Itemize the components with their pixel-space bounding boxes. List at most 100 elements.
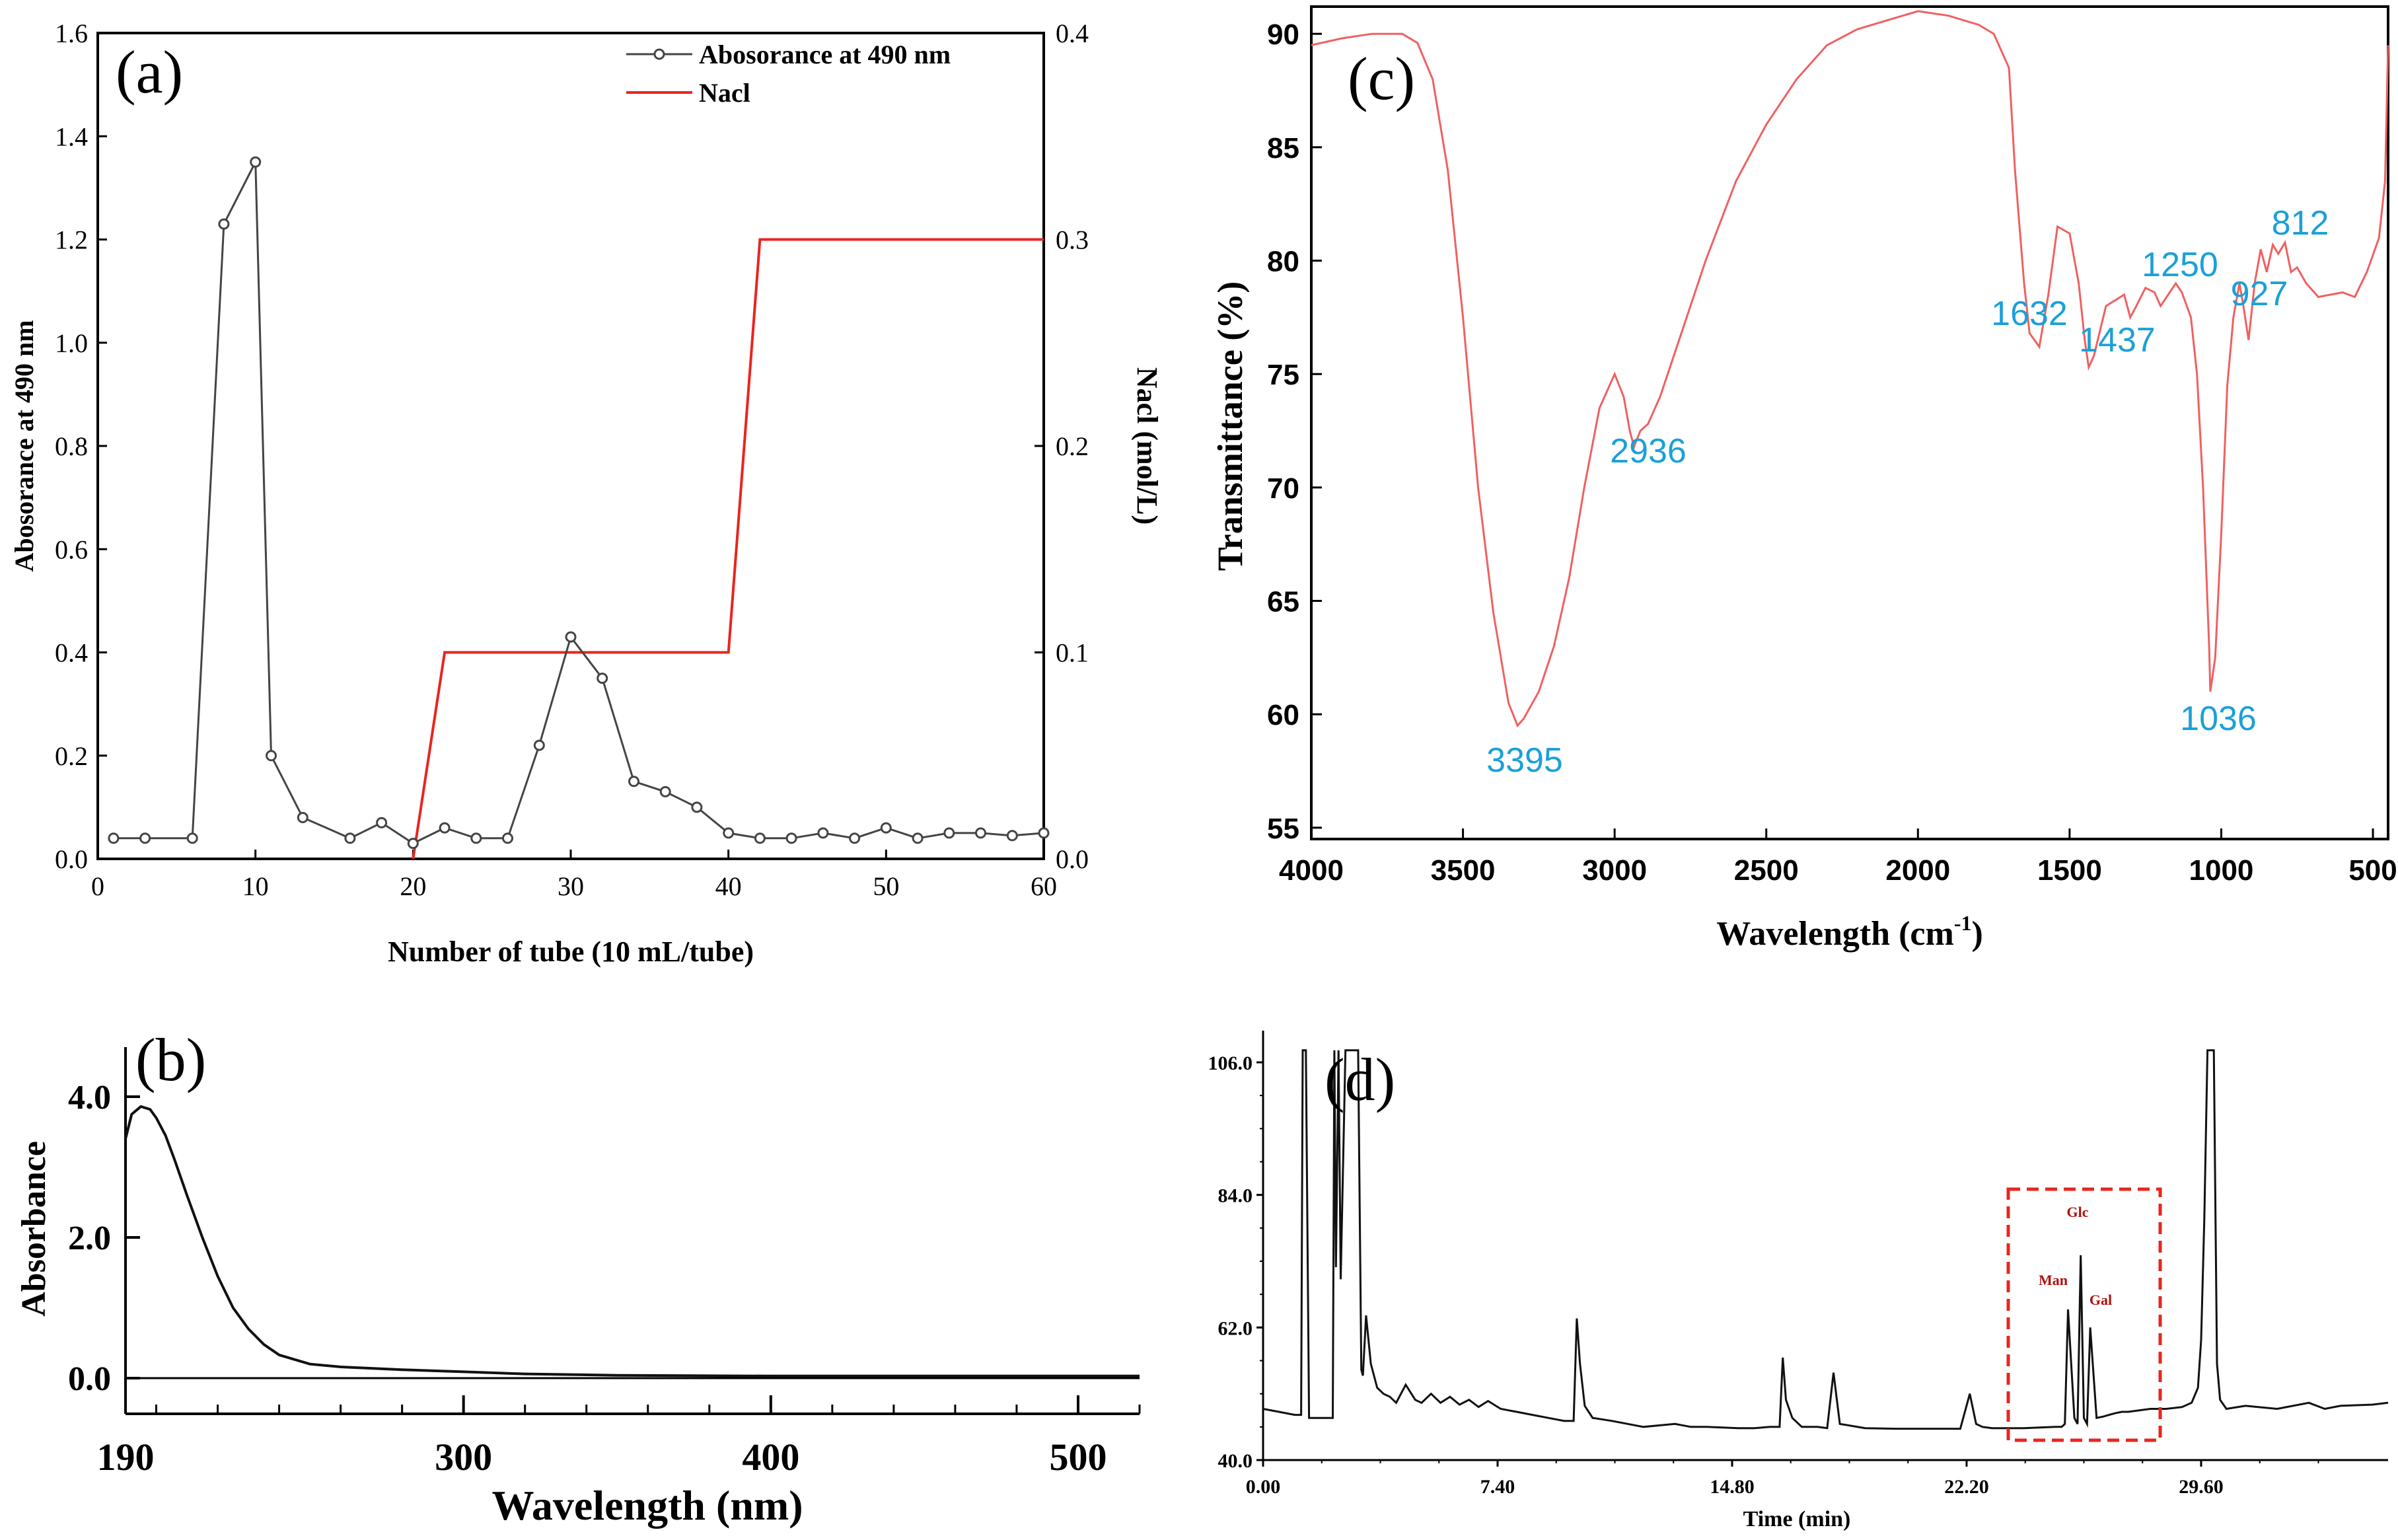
data-point xyxy=(880,822,892,834)
y2-tick-label: 0.0 xyxy=(1056,844,1089,874)
legend-marker-absorbance xyxy=(653,48,665,60)
box-label-gal: Gal xyxy=(2089,1292,2112,1308)
panel-c-series xyxy=(1311,10,2389,728)
series-line-chromatogram xyxy=(1262,1049,2389,1430)
panel-a-y2-ticks: 0.0 0.1 0.2 0.3 0.4 xyxy=(1035,18,1089,874)
data-point xyxy=(218,218,230,230)
y-tick-label: 0.0 xyxy=(55,844,88,874)
legend-label-nacl: Nacl xyxy=(699,78,750,108)
peak-label: 1632 xyxy=(1991,295,2068,333)
data-point xyxy=(1006,830,1018,842)
y-tick-label: 1.2 xyxy=(55,225,88,255)
y-tick-label: 0.0 xyxy=(68,1360,111,1398)
y-tick-label: 1.6 xyxy=(55,18,88,48)
data-point xyxy=(266,750,277,762)
y-tick-label: 65 xyxy=(1267,586,1299,618)
series-line-uv xyxy=(124,1105,1140,1377)
peak-label: 812 xyxy=(2272,204,2329,242)
panel-b-label: (b) xyxy=(135,1026,206,1093)
x-tick-label: 190 xyxy=(97,1436,155,1479)
y-tick-label: 0.2 xyxy=(55,741,88,771)
data-point xyxy=(470,832,482,844)
panel-c-xlabel-main: Wavelength (cm xyxy=(1716,915,1954,953)
y-tick-label: 0.4 xyxy=(55,638,88,668)
panel-c-ylabel: Transmittance (%) xyxy=(1210,281,1250,571)
data-point xyxy=(344,832,356,844)
x-tick-label: 3000 xyxy=(1582,854,1647,887)
peak-label: 3395 xyxy=(1486,741,1563,780)
box-label-man: Man xyxy=(2039,1272,2068,1288)
data-point xyxy=(785,832,797,844)
y-tick-label: 0.8 xyxy=(55,431,88,461)
y-tick-label: 60 xyxy=(1267,699,1299,731)
y-tick-label: 80 xyxy=(1267,246,1299,278)
y-tick-label: 0.6 xyxy=(55,534,88,564)
data-point xyxy=(407,838,419,850)
x-tick-label: 60 xyxy=(1031,871,1057,901)
y2-tick-label: 0.1 xyxy=(1056,638,1089,668)
panel-a-x-ticks: 0 10 20 30 40 50 60 xyxy=(91,850,1057,901)
data-point xyxy=(533,739,545,751)
panel-a-frame xyxy=(96,32,1045,860)
data-point xyxy=(250,156,262,168)
panel-a: 0 10 20 30 40 50 60 0.0 0.2 0.4 0.6 0.8 1.0 1.2 1.4 1.… xyxy=(9,18,1163,968)
panel-b-x-ticks: 190 300 400 500 xyxy=(97,1395,1141,1479)
x-tick-label: 500 xyxy=(2348,854,2397,887)
data-point xyxy=(139,832,151,844)
panel-c-xlabel-sup: -1 xyxy=(1954,911,1972,935)
panel-a-ylabel: Abosorance at 490 nm xyxy=(9,320,39,571)
panel-d-xlabel: Time (min) xyxy=(1743,1507,1851,1531)
panel-b-y-ticks: 0.0 2.0 4.0 xyxy=(68,1079,140,1398)
x-tick-label: 3500 xyxy=(1431,854,1496,887)
y2-tick-label: 0.4 xyxy=(1056,18,1089,48)
box-label-glc: Glc xyxy=(2067,1204,2089,1220)
x-tick-label: 20 xyxy=(400,871,426,901)
y-tick-label: 1.4 xyxy=(55,122,88,151)
data-point xyxy=(439,822,451,834)
y2-tick-label: 0.3 xyxy=(1056,225,1089,255)
panel-d-y-ticks: 40.0 62.0 84.0 106.0 xyxy=(1208,1052,1263,1472)
y-tick-label: 40.0 xyxy=(1218,1450,1253,1472)
x-tick-label: 0 xyxy=(91,871,104,901)
x-tick-label: 1000 xyxy=(2189,854,2254,887)
peak-label: 927 xyxy=(2231,275,2288,313)
y-tick-label: 4.0 xyxy=(68,1079,111,1117)
y-tick-label: 85 xyxy=(1267,132,1299,165)
panel-a-y-ticks: 0.0 0.2 0.4 0.6 0.8 1.0 1.2 1.4 1.6 xyxy=(55,18,107,874)
y-tick-label: 75 xyxy=(1267,359,1299,391)
data-point xyxy=(628,776,639,788)
data-point xyxy=(943,827,955,839)
data-point xyxy=(849,832,861,844)
data-point xyxy=(502,832,513,844)
y-tick-label: 2.0 xyxy=(68,1220,111,1257)
data-point xyxy=(297,812,309,823)
panel-b-xlabel: Wavelength (nm) xyxy=(491,1482,803,1529)
x-tick-label: 50 xyxy=(873,871,899,901)
series-line-absorbance xyxy=(113,161,1044,845)
panel-d-x-ticks: 0.00 7.40 14.80 22.20 29.60 xyxy=(1246,1460,2319,1498)
x-tick-label: 2000 xyxy=(1885,854,1950,887)
panel-b-ylabel: Absorbance xyxy=(15,1141,53,1317)
panel-c-x-ticks: 4000 3500 3000 2500 2000 1500 1000 500 xyxy=(1279,828,2397,887)
x-tick-label: 40 xyxy=(715,871,742,901)
y-tick-label: 84.0 xyxy=(1218,1185,1253,1207)
x-tick-label: 2500 xyxy=(1734,854,1799,887)
x-tick-label: 0.00 xyxy=(1246,1476,1281,1498)
panel-d-label: (d) xyxy=(1325,1046,1395,1113)
y-tick-label: 55 xyxy=(1267,813,1299,845)
data-point xyxy=(1038,827,1050,839)
y-tick-label: 106.0 xyxy=(1208,1052,1253,1074)
x-tick-label: 1500 xyxy=(2037,854,2102,887)
data-point xyxy=(376,817,388,828)
series-line-ftir xyxy=(1311,10,2389,728)
x-tick-label: 4000 xyxy=(1279,854,1344,887)
y-tick-label: 1.0 xyxy=(55,328,88,358)
x-tick-label: 10 xyxy=(242,871,269,901)
peak-label: 2936 xyxy=(1610,432,1687,470)
panel-c: 4000 3500 3000 2500 2000 1500 1000 500 55 60 65 70… xyxy=(1210,5,2397,953)
panel-c-xlabel-end: ) xyxy=(1971,915,1982,953)
panel-a-label: (a) xyxy=(116,38,183,106)
panel-a-xlabel: Number of tube (10 mL/tube) xyxy=(388,935,754,968)
data-point xyxy=(723,827,735,839)
